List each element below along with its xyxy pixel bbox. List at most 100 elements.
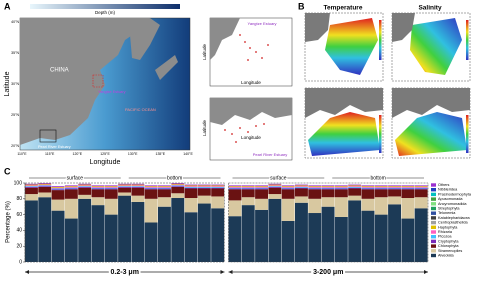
bar-segment (91, 187, 105, 189)
lat-tick-label: 25°N (11, 113, 19, 117)
bar-segment (321, 189, 335, 198)
bar-segment (361, 187, 375, 189)
inset-title: Yangtze Estuary (247, 21, 276, 26)
bar-segment (104, 189, 118, 199)
bar-segment (78, 186, 92, 188)
bar-segment (104, 186, 118, 187)
bar-segment (144, 189, 158, 199)
bar-segment (361, 186, 375, 187)
bar-segment (38, 192, 52, 198)
bar-segment (91, 185, 105, 187)
bar-segment (211, 188, 225, 197)
bar-segment (64, 185, 78, 187)
stations (224, 34, 269, 143)
bar-segment (228, 216, 242, 262)
legend-label: Alveolata (438, 254, 455, 258)
bar-segment (184, 188, 198, 199)
bar-segment (374, 187, 388, 189)
legend-swatch (431, 192, 436, 197)
group-frame (228, 182, 429, 263)
x-axis-label: Longitude (241, 135, 261, 140)
bar-segment (197, 187, 211, 189)
bar-segment (91, 186, 105, 187)
bar-segment (171, 185, 185, 187)
bar-segment (321, 188, 335, 190)
bar-segment (131, 187, 145, 196)
bar-segment (401, 189, 415, 199)
bar-segment (78, 186, 92, 187)
bar-segment (78, 194, 92, 199)
bar-segment (64, 187, 78, 189)
bar-segment (414, 185, 428, 187)
bar-segment (51, 186, 65, 188)
bar-segment (131, 185, 145, 187)
legend-swatch (431, 249, 436, 253)
bar-segment (64, 189, 78, 199)
legend-label: Nibbleridea (438, 188, 458, 192)
bar-segment (51, 210, 65, 262)
bar-segment (374, 197, 388, 215)
bar-segment (334, 186, 348, 188)
bar-segment (38, 186, 52, 187)
group-label: surface (67, 175, 84, 181)
bar-segment (281, 186, 295, 187)
y-axis-label: Latitude (202, 119, 207, 136)
y-axis-label: Percentage (%) (6, 201, 12, 243)
bar-segment (308, 186, 322, 188)
bar-segment (255, 189, 268, 199)
legend-swatch (431, 197, 436, 201)
bar-segment (308, 198, 322, 214)
region-label: Yangtze Estuary (98, 90, 126, 94)
bar-segment (211, 184, 225, 186)
bar-segment (334, 197, 348, 217)
lon-tick-label: 135°E (156, 152, 166, 156)
bar-segment (401, 188, 415, 190)
legend-swatch (431, 244, 436, 248)
bar-segment (104, 214, 118, 262)
bar-segment (51, 199, 65, 211)
bar-segment (104, 186, 118, 188)
bar-segment (144, 187, 158, 189)
bar-segment (184, 184, 198, 186)
bar-segment (241, 189, 255, 198)
bar-segment (361, 186, 375, 188)
bar-segment (255, 186, 268, 187)
lon-tick-label: 120°E (73, 152, 83, 156)
bar-segment (64, 198, 78, 219)
bar-segment (184, 186, 198, 187)
x-axis-label: Longitude (90, 159, 121, 166)
bar-segment (255, 186, 268, 188)
bar-segment (144, 188, 158, 190)
bar-segment (388, 186, 401, 188)
bar-segment (295, 187, 308, 189)
bar-segment (78, 183, 92, 185)
bar-segment (144, 186, 158, 188)
bar-segment (158, 189, 171, 198)
legend-label: Rhizaria (438, 230, 453, 234)
bar-segment (171, 186, 185, 187)
bar-segment (388, 185, 401, 187)
bar-segment (38, 184, 52, 186)
bar-segment (51, 187, 65, 189)
bar-segment (228, 200, 242, 217)
bar-segment (158, 186, 171, 188)
contour-maps (304, 12, 471, 159)
bar-segment (131, 195, 145, 202)
bar-segment (25, 184, 38, 186)
legend-swatch (431, 253, 436, 258)
bar-segment (144, 198, 158, 223)
y-tick-label: 20 (16, 244, 22, 250)
country-label: CHINA (50, 68, 69, 74)
bar-segment (374, 185, 388, 187)
legend-label: Picozoa (438, 235, 452, 239)
bar-segment (118, 192, 131, 196)
bar-segment (228, 187, 242, 189)
bar-segment (414, 186, 428, 188)
land (210, 98, 292, 125)
lon-tick-label: 125°E (100, 152, 110, 156)
legend-label: Prasinodermophyta (438, 192, 472, 196)
bar-segment (281, 186, 295, 188)
y-tick-label: 80 (16, 196, 22, 202)
bar-segment (118, 184, 131, 186)
bar-segment (388, 204, 401, 262)
